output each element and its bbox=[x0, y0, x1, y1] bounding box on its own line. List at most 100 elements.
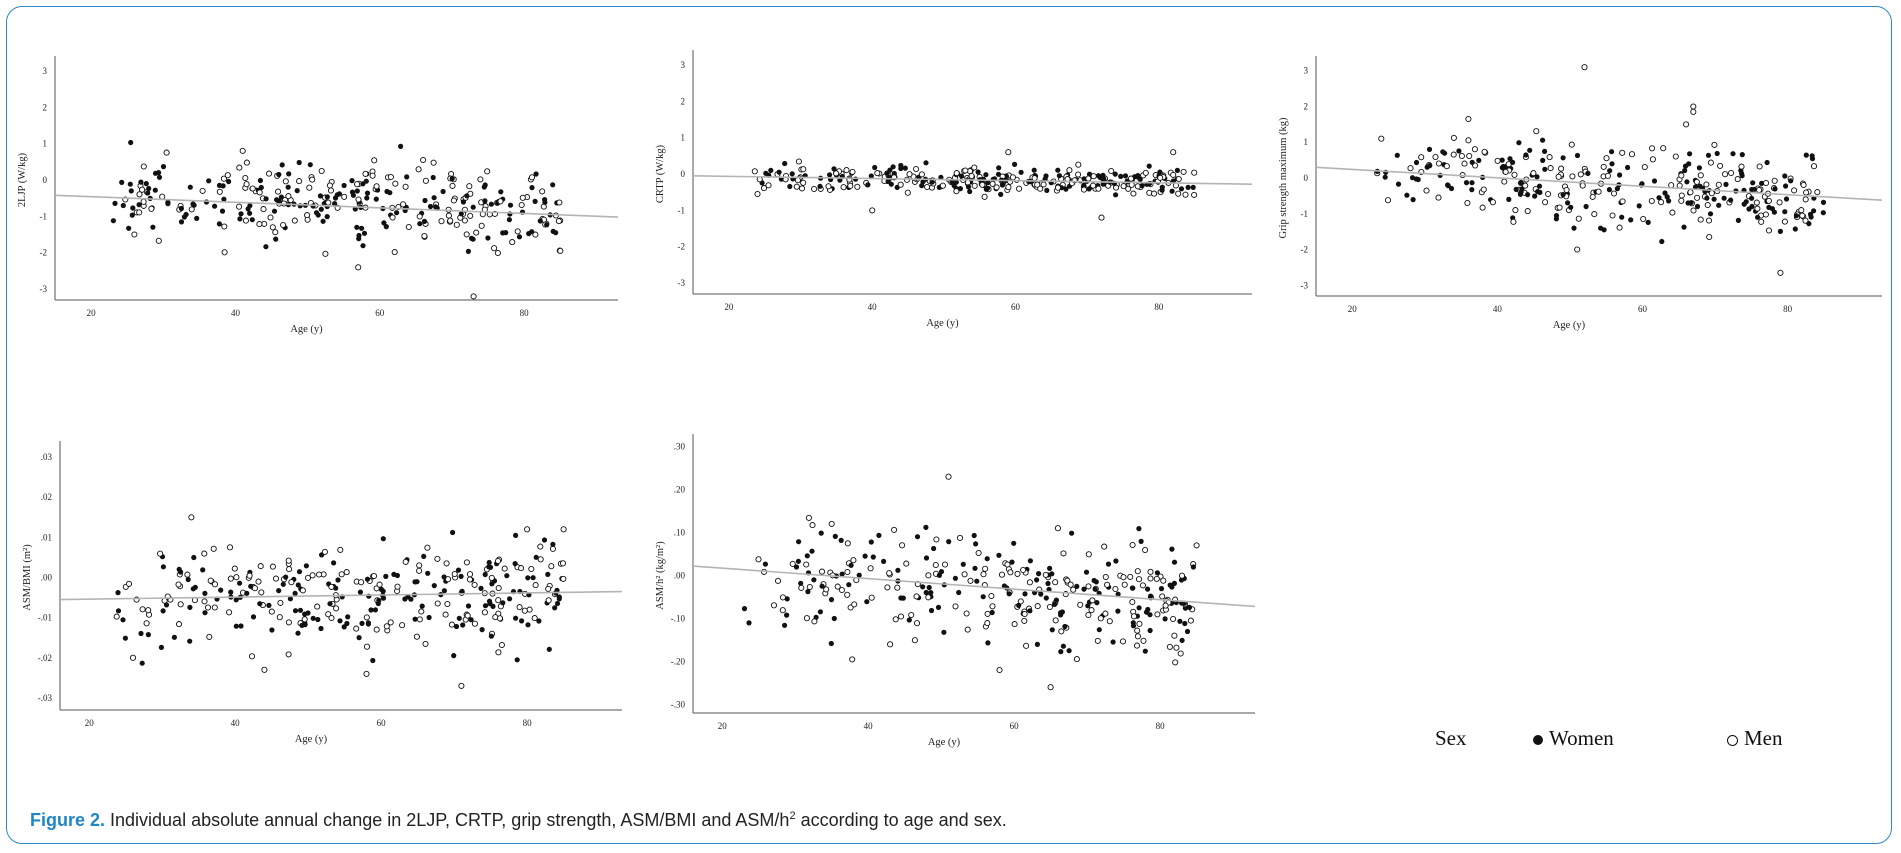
point-men bbox=[1004, 561, 1011, 568]
point-men bbox=[1800, 181, 1807, 189]
point-men bbox=[1054, 184, 1062, 191]
open-circle-icon bbox=[1727, 734, 1738, 746]
point-men bbox=[1090, 182, 1097, 189]
point-men bbox=[988, 592, 995, 600]
point-men bbox=[269, 224, 276, 231]
point-women bbox=[550, 182, 556, 188]
point-men bbox=[1628, 151, 1636, 158]
x-axis-label: Age (y) bbox=[928, 737, 961, 748]
point-men bbox=[242, 174, 249, 182]
point-men bbox=[838, 586, 845, 594]
point-men bbox=[316, 571, 323, 578]
point-women bbox=[320, 218, 326, 224]
point-women bbox=[1058, 610, 1064, 616]
point-women bbox=[244, 590, 250, 596]
x-axis-label: Age (y) bbox=[295, 734, 328, 745]
point-women bbox=[868, 173, 874, 179]
point-women bbox=[202, 610, 208, 616]
point-women bbox=[1714, 150, 1720, 157]
point-men bbox=[1134, 568, 1141, 575]
point-men bbox=[389, 214, 396, 221]
point-men bbox=[933, 536, 940, 543]
point-women bbox=[545, 571, 551, 577]
point-men bbox=[1547, 165, 1554, 172]
point-women bbox=[817, 183, 823, 189]
point-men bbox=[402, 183, 409, 190]
point-men bbox=[358, 579, 365, 586]
point-women bbox=[341, 182, 347, 189]
x-axis-label: Age (y) bbox=[290, 324, 323, 335]
point-men bbox=[1159, 593, 1166, 600]
point-men bbox=[509, 239, 516, 246]
point-men bbox=[1697, 172, 1704, 179]
point-women bbox=[122, 635, 128, 641]
x-tick-label: 80 bbox=[1783, 304, 1793, 314]
point-men bbox=[491, 245, 498, 252]
point-women bbox=[280, 581, 286, 587]
point-women bbox=[187, 604, 193, 610]
point-women bbox=[1510, 159, 1516, 165]
point-women bbox=[838, 537, 844, 543]
point-men bbox=[1546, 154, 1553, 161]
point-men bbox=[268, 608, 275, 615]
point-women bbox=[516, 234, 523, 240]
point-women bbox=[956, 589, 962, 596]
point-women bbox=[533, 171, 539, 177]
point-men bbox=[521, 607, 528, 614]
x-tick-label: 40 bbox=[864, 721, 874, 731]
point-men bbox=[1464, 199, 1471, 207]
point-men bbox=[964, 626, 971, 633]
point-women bbox=[512, 561, 518, 567]
point-men bbox=[924, 183, 931, 191]
point-men bbox=[849, 656, 856, 663]
point-women bbox=[228, 589, 234, 595]
point-men bbox=[1581, 64, 1588, 71]
point-women bbox=[898, 162, 904, 169]
y-tick-label: -1 bbox=[40, 211, 48, 221]
point-men bbox=[1139, 582, 1146, 589]
point-men bbox=[1542, 199, 1549, 206]
point-men bbox=[1102, 573, 1109, 581]
point-men bbox=[1502, 168, 1509, 175]
point-men bbox=[494, 249, 501, 257]
point-women bbox=[156, 170, 162, 176]
point-women bbox=[1609, 149, 1615, 155]
point-women bbox=[1136, 526, 1142, 532]
point-women bbox=[787, 183, 793, 190]
point-men bbox=[1073, 656, 1080, 663]
point-men bbox=[1678, 172, 1685, 179]
point-women bbox=[1034, 577, 1040, 583]
point-women bbox=[1427, 163, 1433, 169]
point-women bbox=[1437, 172, 1443, 178]
point-men bbox=[470, 293, 477, 300]
legend-men: Men bbox=[1727, 726, 1783, 751]
x-tick-label: 80 bbox=[520, 308, 530, 318]
point-men bbox=[1450, 134, 1457, 141]
point-women bbox=[500, 600, 506, 606]
point-women bbox=[1184, 628, 1191, 635]
point-men bbox=[501, 565, 508, 572]
point-men bbox=[466, 571, 474, 578]
point-men bbox=[1136, 620, 1143, 627]
point-men bbox=[148, 205, 155, 212]
point-men bbox=[1191, 191, 1198, 198]
point-women bbox=[468, 617, 474, 623]
point-men bbox=[1042, 571, 1049, 578]
x-tick-label: 20 bbox=[718, 721, 728, 731]
point-women bbox=[1598, 225, 1604, 231]
point-men bbox=[1810, 163, 1818, 170]
point-men bbox=[1129, 598, 1136, 606]
point-men bbox=[847, 182, 854, 189]
point-men bbox=[1683, 121, 1690, 128]
point-men bbox=[177, 601, 184, 608]
point-women bbox=[1143, 609, 1150, 615]
point-women bbox=[221, 196, 227, 202]
x-tick-label: 60 bbox=[375, 308, 385, 318]
point-women bbox=[853, 176, 859, 182]
point-men bbox=[548, 563, 555, 570]
point-women bbox=[868, 539, 874, 545]
point-women bbox=[1619, 214, 1625, 220]
point-men bbox=[557, 247, 564, 254]
x-tick-label: 60 bbox=[1011, 302, 1021, 312]
point-women bbox=[1704, 195, 1710, 201]
